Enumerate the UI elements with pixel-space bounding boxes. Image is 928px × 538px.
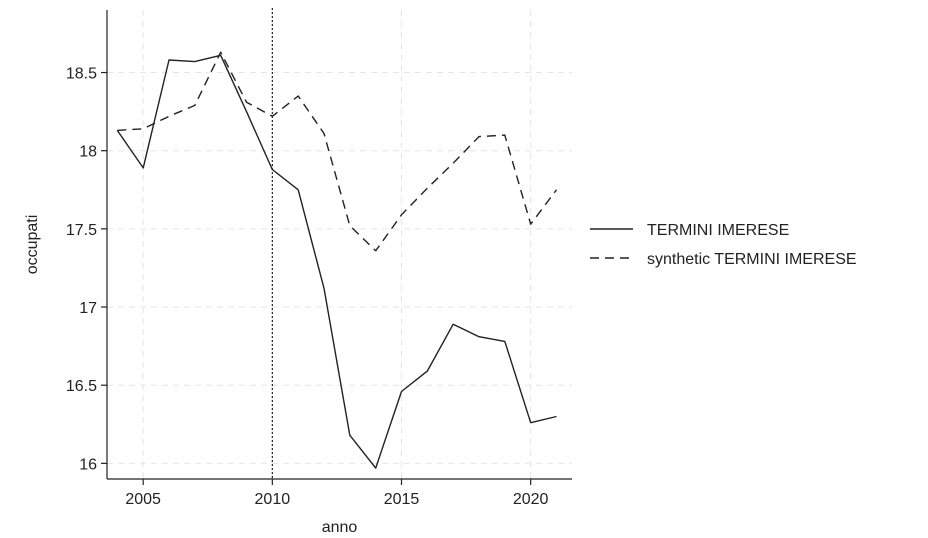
y-tick-label-1: 16.5: [66, 378, 97, 395]
axes: [106, 10, 572, 480]
y-axis-title: occupati: [24, 215, 41, 275]
x-ticks: 2005 2010 2015 2020: [125, 479, 549, 508]
y-tick-label-0: 16: [79, 456, 97, 473]
y-tick-label-3: 17.5: [66, 222, 97, 239]
legend: TERMINI IMERESE synthetic TERMINI IMERESE: [590, 222, 857, 268]
series-group: [116, 51, 558, 469]
series-line-synthetic-termini-imerese: [117, 51, 558, 252]
y-ticks: 16 16.5 17 17.5 18 18.5: [66, 66, 107, 473]
y-tick-label-5: 18.5: [66, 66, 97, 83]
x-axis-title: anno: [322, 519, 358, 536]
x-tick-label-1: 2010: [255, 491, 291, 508]
x-tick-label-0: 2005: [125, 491, 161, 508]
y-tick-label-2: 17: [79, 300, 97, 317]
legend-label-0: TERMINI IMERESE: [647, 222, 789, 239]
series-line-termini-imerese: [116, 54, 557, 469]
x-tick-label-2: 2015: [384, 491, 420, 508]
x-tick-label-3: 2020: [513, 491, 549, 508]
legend-label-1: synthetic TERMINI IMERESE: [647, 251, 857, 268]
y-tick-label-4: 18: [79, 144, 97, 161]
